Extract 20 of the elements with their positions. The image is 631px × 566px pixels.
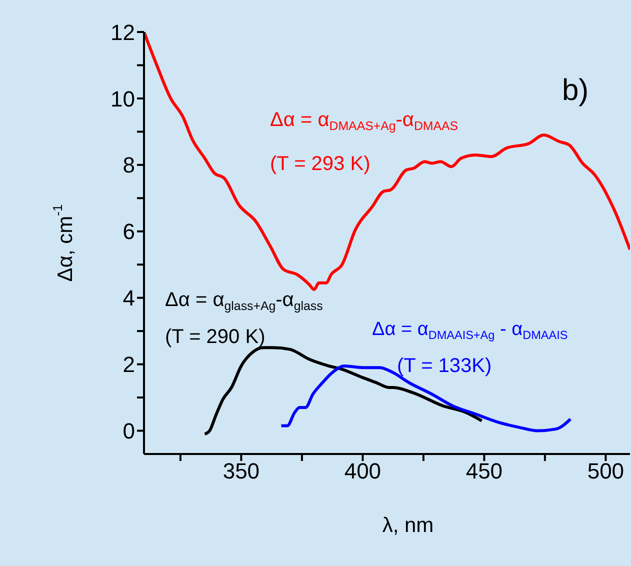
y-tick-label: 2 <box>122 352 135 378</box>
line-series <box>144 32 630 292</box>
x-tick-label: 500 <box>587 458 624 484</box>
annotation: Δα = α$_{DMAAIS+Ag}$ - α$_{DMAAIS}$ <box>372 319 568 342</box>
annotation: (T = 133K) <box>397 355 492 377</box>
y-tick-label: 10 <box>110 86 135 112</box>
y-tick-label: 12 <box>110 20 135 45</box>
y-tick-label: 6 <box>122 219 135 244</box>
y-tick-label: 4 <box>122 286 135 311</box>
x-tick-label: 450 <box>466 458 503 484</box>
x-axis-title: λ, nm <box>382 514 434 537</box>
y-tick-label: 8 <box>122 152 135 178</box>
x-tick-label: 350 <box>222 458 260 484</box>
annotation: Δα = α$_{DMAAS+Ag}$-α$_{DMAAS}$ <box>270 109 458 134</box>
y-tick-label: 0 <box>122 418 135 444</box>
annotation: Δα = α$_{glass+Ag}$-α$_{glass}$ <box>165 289 323 314</box>
x-tick-label: 400 <box>344 458 382 484</box>
annotation: (T = 290 K) <box>165 326 266 348</box>
annotation: b) <box>562 74 589 107</box>
annotation: (T = 293 K) <box>270 153 370 175</box>
